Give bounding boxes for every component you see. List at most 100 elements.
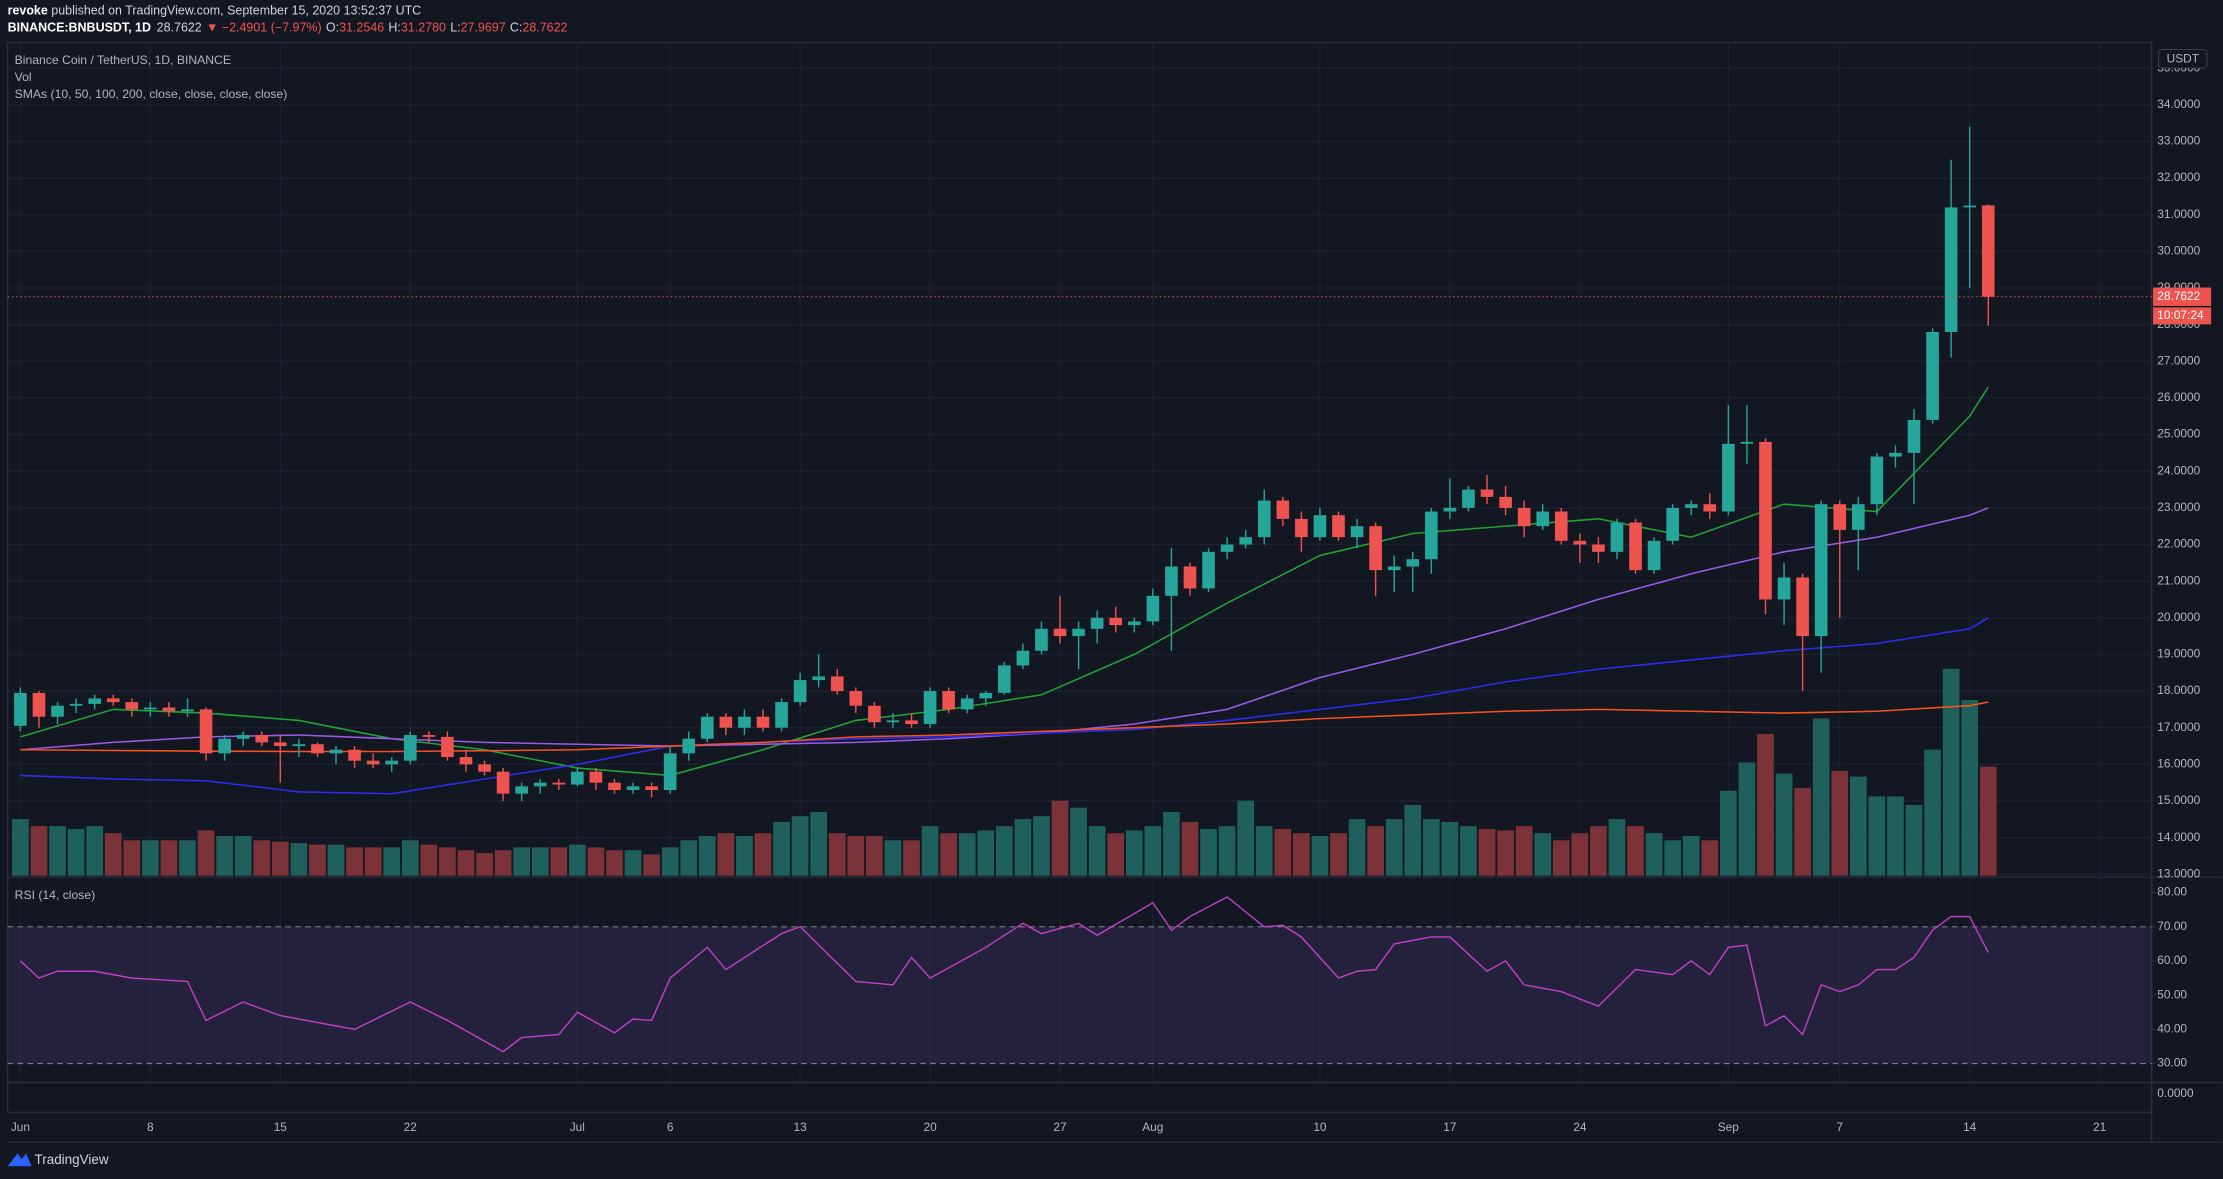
candle-body [1239, 537, 1252, 545]
volume-bar [309, 844, 326, 876]
brand: TradingView [35, 1152, 109, 1167]
candle-body [1573, 540, 1587, 545]
volume-bar [1218, 826, 1236, 876]
volume-bar [1961, 700, 1979, 876]
candle-body [88, 698, 101, 704]
volume-bar [1181, 821, 1199, 876]
volume-bar [1311, 836, 1329, 876]
candle-body [1926, 331, 1939, 420]
volume-bar [717, 833, 735, 876]
volume-bar [736, 836, 753, 876]
candle-body [1332, 515, 1345, 538]
candle-body [830, 676, 844, 692]
candle-body [311, 744, 324, 754]
candle-body [1684, 504, 1698, 508]
x-tick-label: 15 [274, 1120, 288, 1134]
volume-bar [1200, 828, 1217, 876]
candle-body [1016, 650, 1030, 666]
candle-body [32, 692, 46, 717]
y-tick-label: 17.0000 [2157, 720, 2200, 734]
candle-body [1666, 507, 1679, 541]
volume-bar [234, 836, 252, 876]
currency-box[interactable] [2158, 49, 2208, 69]
candle-body [1425, 511, 1438, 560]
y-tick-label: 13.0000 [2157, 866, 2200, 880]
ohlc-label: H: [388, 21, 400, 35]
candle-body [775, 702, 788, 728]
candle-body [812, 676, 826, 681]
volume-bar [1682, 836, 1700, 876]
x-tick-label: 24 [1573, 1120, 1587, 1134]
price-badge-text: 28.7622 [2157, 289, 2200, 303]
candle-body [1090, 617, 1104, 629]
sma-line [20, 386, 1989, 777]
volume-bar [1478, 828, 1496, 876]
candle-body [1406, 559, 1420, 567]
candle-body [552, 782, 566, 785]
ohlc-value: 31.2546 [339, 21, 384, 35]
volume-bar [67, 828, 85, 876]
x-tick-label: Aug [1142, 1120, 1163, 1134]
candle-body [1907, 419, 1921, 453]
candle-body [849, 691, 863, 706]
axes: Jun 8 15 22 Jul 6 13 20 27 Aug 10 17 24 Sep 7 14 21 13.00… [7, 60, 2212, 1134]
candle-body [1183, 566, 1197, 589]
ohlc-value: 31.2780 [401, 21, 446, 35]
volume-bar [1033, 816, 1050, 876]
volume-bar [216, 836, 233, 876]
volume-bar [1014, 819, 1032, 876]
volume-bar [179, 840, 196, 876]
y-tick-label: 21.0000 [2157, 573, 2200, 587]
candle-body [162, 707, 176, 712]
volume-bar [568, 844, 586, 876]
countdown-badge [2153, 307, 2212, 325]
volume-bar [142, 840, 159, 876]
sma-label: SMAs (10, 50, 100, 200, close, close, cl… [15, 87, 288, 101]
volume-bar [1070, 807, 1087, 876]
candle-body [1517, 507, 1531, 527]
volume-bar [290, 843, 308, 876]
candle-body [459, 757, 473, 765]
publish-line: revoke published on TradingView.com, Sep… [8, 4, 422, 18]
candle-body [756, 716, 770, 728]
change: ▼ −2.4901 (−7.97%) [206, 21, 322, 35]
candle-body [1443, 507, 1457, 512]
candle-body [1220, 544, 1234, 552]
volume-bar [1348, 819, 1366, 876]
candle-body [960, 698, 974, 710]
rsi-band [7, 926, 2152, 1064]
chart-title: Binance Coin / TetherUS, 1D, BINANCE [15, 53, 231, 67]
y-tick-label: 14.0000 [2157, 830, 2200, 844]
candle-body [348, 749, 361, 761]
volume-bar [1664, 840, 1682, 876]
candle-body [1722, 443, 1735, 512]
volume-bar [1125, 830, 1143, 876]
y-tick-label: 19.0000 [2157, 647, 2200, 661]
rsi-pane: 30.00 40.00 50.00 60.00 70.00 80.00 [7, 885, 2187, 1070]
volume-bar [1627, 826, 1644, 876]
rsi-tick-label: 30.00 [2157, 1056, 2187, 1070]
x-tick-label: 13 [794, 1120, 808, 1134]
volume-bar [1367, 826, 1384, 876]
candle-body [292, 744, 306, 747]
volume-bar [921, 826, 939, 876]
logo-icon [7, 1153, 32, 1167]
candle-body [1369, 526, 1382, 571]
candle-body [1759, 441, 1772, 600]
candle-body [1480, 489, 1494, 497]
volume-bar [494, 850, 512, 876]
y-tick-label: 15.0000 [2157, 793, 2200, 807]
candle-body [1963, 205, 1977, 208]
candle-body [719, 716, 733, 728]
candle-body [1499, 496, 1512, 508]
candle-body [1109, 617, 1123, 626]
volume-bar [1497, 830, 1514, 876]
currency: USDT [2167, 52, 2199, 66]
candle-body [1870, 456, 1884, 505]
ohlc-value: 27.9697 [461, 21, 506, 35]
x-tick-label: 14 [1963, 1120, 1977, 1134]
candle-body [1202, 551, 1215, 589]
volume-bar [866, 836, 883, 876]
volume-bar [1868, 796, 1886, 876]
